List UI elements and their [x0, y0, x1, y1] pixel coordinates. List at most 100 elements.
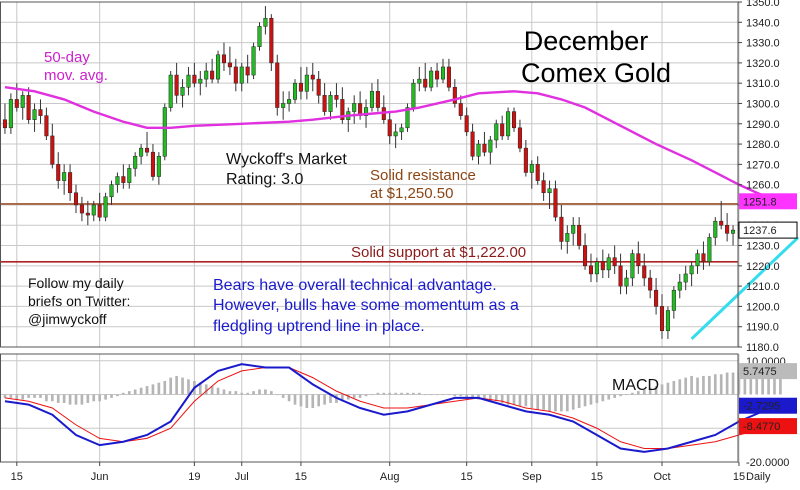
down-candle	[26, 95, 31, 120]
up-candle	[186, 74, 191, 88]
macd-histogram-bar	[269, 391, 273, 395]
macd-histogram-bar	[583, 394, 587, 407]
macd-line-tag: -2.7295	[743, 401, 780, 413]
down-candle	[387, 119, 392, 137]
macd-histogram-bar	[737, 372, 741, 395]
macd-line-tag-bg	[739, 397, 797, 414]
macd-histogram-bar	[352, 394, 356, 398]
macd-histogram-bar	[264, 389, 267, 395]
down-candle	[269, 17, 274, 64]
macd-histogram-bar	[494, 394, 498, 402]
up-candle	[476, 143, 481, 157]
up-candle	[292, 82, 298, 100]
date-tick-label: Sep	[522, 471, 542, 483]
macd-histogram-bar	[169, 377, 173, 395]
down-candle	[2, 119, 7, 129]
last-price-tag-border	[738, 221, 798, 239]
down-candle	[618, 265, 623, 287]
down-candle	[221, 54, 227, 64]
down-candle	[612, 257, 617, 267]
up-candle	[529, 164, 534, 173]
support-label: Solid support at $1,222.00	[351, 244, 526, 261]
macd-histogram-bar	[660, 384, 664, 395]
macd-histogram-bar	[412, 392, 415, 395]
macd-histogram-bar	[293, 394, 297, 405]
macd-histogram-bar	[666, 382, 670, 395]
macd-histogram-bar	[779, 375, 782, 395]
uptrend-line-group	[690, 236, 800, 340]
up-candle	[630, 253, 635, 279]
macd-histogram-bar	[33, 394, 36, 398]
macd-histogram-bar	[240, 392, 244, 395]
up-candle	[352, 103, 357, 112]
macd-histogram-bar	[595, 394, 599, 403]
down-candle	[482, 143, 487, 153]
macd-histogram-bar	[506, 394, 510, 405]
chart-title-line-2: Comex Gold	[521, 58, 671, 88]
up-candle	[429, 70, 434, 88]
up-candle	[683, 273, 688, 283]
macd-histogram-bar	[690, 375, 693, 395]
macd-histogram-bar	[145, 386, 149, 395]
down-candle	[701, 253, 706, 263]
price-panel-border	[0, 1, 739, 348]
date-tick-label: 15	[591, 471, 603, 483]
chart-title-line-1: December	[524, 26, 649, 56]
macd-histogram-bar	[358, 394, 362, 398]
macd-histogram-bar	[613, 394, 616, 398]
down-candle	[583, 245, 588, 267]
down-candle	[334, 95, 339, 100]
macd-histogram-bar	[216, 387, 220, 395]
date-tick-label: 15	[11, 471, 23, 483]
down-candle	[227, 62, 232, 68]
macd-histogram-bar	[204, 384, 208, 395]
macd-histogram-bar	[80, 394, 84, 405]
twitter-handle: @jimwyckoff	[28, 311, 107, 327]
macd-histogram-bar	[731, 372, 735, 395]
macd-signal-tag-bg	[739, 418, 797, 435]
macd-histogram-bar	[86, 394, 90, 403]
up-candle	[216, 54, 221, 80]
macd-histogram-bar	[648, 387, 652, 395]
macd-signal-tag: -8.4770	[743, 421, 780, 433]
up-candle	[156, 155, 161, 177]
down-candle	[174, 74, 179, 96]
macd-histogram-bar	[228, 391, 232, 395]
macd-histogram-bar	[104, 394, 107, 400]
macd-histogram-bar	[636, 391, 640, 395]
price-tick-label: 1310.0	[746, 78, 780, 90]
down-candle	[210, 70, 215, 80]
up-candle	[547, 188, 552, 194]
macd-histogram-bar	[122, 392, 125, 395]
up-candle	[287, 99, 292, 104]
date-axis: 15 Jun 19 Jul 15 Aug 15 Sep 15 Oct 15 Daily	[11, 462, 771, 483]
macd-histogram-bar	[654, 386, 658, 395]
macd-histogram-bar	[346, 394, 350, 400]
down-candle	[150, 151, 155, 177]
macd-histogram-bar	[459, 394, 463, 397]
resistance-label-line-2: at $1,250.50	[370, 185, 453, 202]
macd-histogram-bar	[743, 372, 747, 395]
down-candle	[511, 111, 517, 129]
down-candle	[322, 95, 327, 112]
macd-histogram-bar	[3, 394, 7, 398]
date-tick-label: Jul	[235, 471, 249, 483]
down-candle	[559, 216, 564, 242]
macd-grid	[0, 354, 740, 463]
macd-histogram-bar	[465, 394, 469, 398]
macd-histogram-bar	[773, 375, 776, 395]
down-candle	[97, 204, 102, 218]
down-candle	[85, 212, 90, 216]
down-candle	[523, 147, 528, 173]
up-candle	[494, 123, 499, 141]
down-candle	[464, 115, 469, 133]
macd-histogram-bar	[323, 394, 326, 405]
macd-title: MACD	[612, 377, 659, 394]
up-candle	[198, 78, 203, 84]
macd-histogram-bar	[483, 394, 486, 400]
up-candle	[405, 107, 410, 129]
macd-histogram-bar	[518, 394, 522, 407]
down-candle	[577, 224, 582, 246]
macd-histogram-bar	[74, 394, 78, 405]
macd-histogram-bar	[341, 394, 344, 402]
